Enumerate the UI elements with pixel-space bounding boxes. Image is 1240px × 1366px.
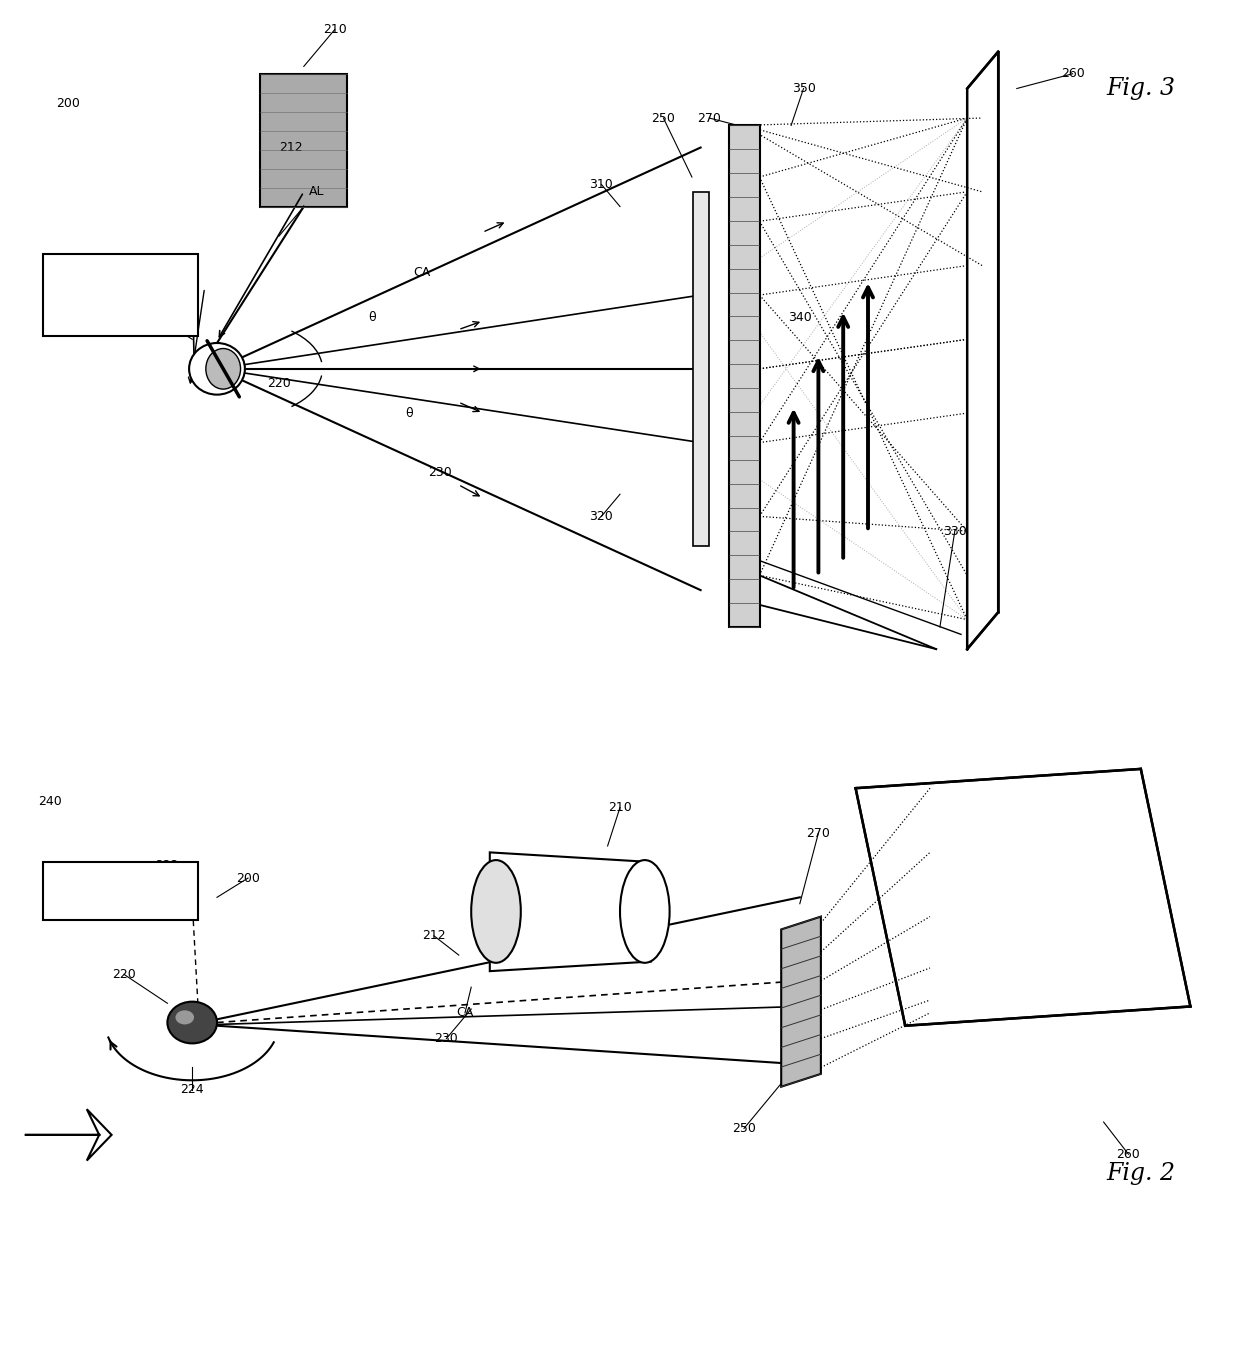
Text: 220: 220 [267, 377, 291, 391]
Bar [692, 191, 709, 546]
Text: 210: 210 [322, 23, 347, 36]
Ellipse shape [471, 861, 521, 963]
Text: θ: θ [405, 407, 413, 419]
Ellipse shape [620, 861, 670, 963]
Text: 200: 200 [236, 872, 260, 885]
Text: 340: 340 [787, 310, 812, 324]
Text: AL: AL [309, 186, 324, 198]
FancyBboxPatch shape [43, 862, 198, 919]
Text: 270: 270 [697, 112, 722, 124]
Polygon shape [25, 1109, 112, 1161]
Text: 330: 330 [942, 525, 967, 538]
Text: 230: 230 [434, 1033, 459, 1045]
Text: 210: 210 [608, 800, 632, 814]
Text: 250: 250 [651, 112, 676, 124]
Text: 230: 230 [428, 466, 453, 478]
Ellipse shape [167, 1001, 217, 1044]
Text: DRIVER: DRIVER [97, 288, 145, 302]
Text: 260: 260 [1060, 67, 1085, 81]
Polygon shape [781, 917, 821, 1087]
Text: 250: 250 [732, 1121, 756, 1135]
Text: 310: 310 [589, 178, 614, 191]
Text: 320: 320 [589, 510, 614, 523]
Text: CA: CA [456, 1007, 474, 1019]
Text: 260: 260 [1116, 1147, 1141, 1161]
Text: 350: 350 [791, 82, 816, 96]
Text: 200: 200 [56, 97, 81, 109]
Bar [260, 74, 347, 206]
Polygon shape [490, 852, 651, 971]
Text: 240: 240 [37, 795, 62, 807]
Text: DRIVER: DRIVER [97, 884, 145, 897]
Text: 224: 224 [112, 288, 136, 302]
Ellipse shape [188, 343, 246, 395]
Text: 220: 220 [112, 968, 136, 981]
Polygon shape [856, 769, 1190, 1026]
Text: θ: θ [368, 310, 376, 324]
Text: Fig. 3: Fig. 3 [1106, 76, 1176, 100]
Text: 212: 212 [279, 141, 304, 154]
Ellipse shape [176, 1011, 193, 1024]
Text: 222: 222 [155, 859, 180, 872]
FancyBboxPatch shape [43, 254, 198, 336]
Ellipse shape [206, 348, 241, 389]
Text: 212: 212 [422, 929, 446, 943]
Text: 224: 224 [180, 1083, 205, 1097]
Text: Fig. 2: Fig. 2 [1106, 1162, 1176, 1184]
Bar [729, 126, 759, 627]
Text: 270: 270 [806, 826, 831, 840]
Text: CA: CA [413, 266, 430, 280]
